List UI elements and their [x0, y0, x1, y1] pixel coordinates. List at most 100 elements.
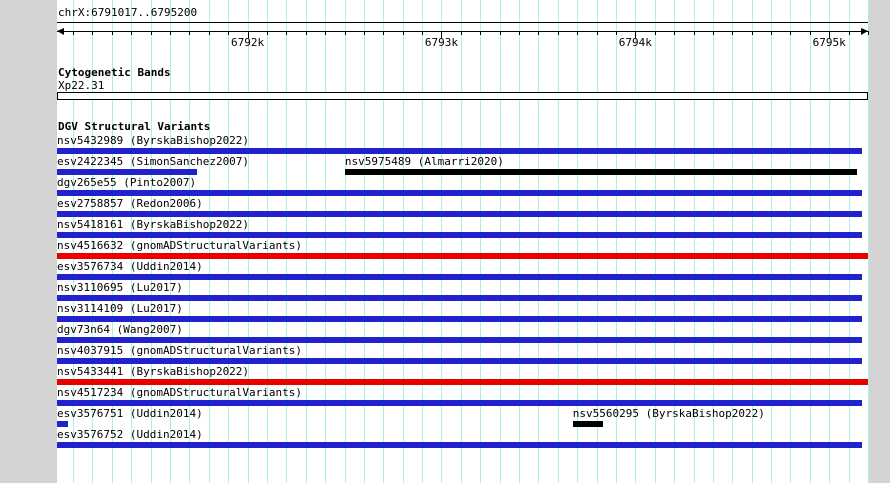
ruler-minor-tick: [615, 31, 617, 35]
ruler-minor-tick: [228, 31, 230, 35]
variant-bar[interactable]: [57, 421, 69, 427]
variant-label[interactable]: nsv5560295 (ByrskaBishop2022): [572, 407, 765, 420]
variant-bar[interactable]: [57, 211, 863, 217]
gridline: [286, 0, 288, 483]
gridline: [460, 0, 462, 483]
variant-bar[interactable]: [57, 295, 863, 301]
variant-row: nsv5418161 (ByrskaBishop2022): [57, 218, 868, 239]
variant-label[interactable]: nsv3114109 (Lu2017): [57, 302, 183, 315]
ruler-tick-label: 6795k: [812, 36, 846, 49]
ruler-right-arrow-icon: [861, 28, 868, 35]
variant-row: dgv265e55 (Pinto2007): [57, 176, 868, 197]
variant-label[interactable]: nsv3110695 (Lu2017): [57, 281, 183, 294]
variant-label[interactable]: nsv4517234 (gnomADStructuralVariants): [57, 386, 303, 399]
variant-row: esv3576751 (Uddin2014) nsv5560295 (Byrska…: [57, 407, 868, 428]
ruler-minor-tick: [170, 31, 172, 35]
gridline: [771, 0, 773, 483]
gridline: [363, 0, 365, 483]
ruler-minor-tick: [868, 31, 869, 35]
variant-label[interactable]: esv2422345 (SimonSanchez2007): [57, 155, 250, 168]
variant-bar[interactable]: [57, 274, 863, 280]
gridline: [266, 0, 268, 483]
ruler-minor-tick: [402, 31, 404, 35]
ruler-minor-tick: [790, 31, 792, 35]
variant-label[interactable]: esv3576752 (Uddin2014): [57, 428, 203, 441]
variant-bar[interactable]: [57, 190, 863, 196]
gridline: [615, 0, 617, 483]
variant-bar[interactable]: [57, 253, 868, 259]
cytoband-bar[interactable]: [57, 92, 868, 100]
gridline: [344, 0, 346, 483]
variant-row: nsv4516632 (gnomADStructuralVariants): [57, 239, 868, 260]
variant-label[interactable]: nsv5975489 (Almarri2020): [344, 155, 504, 168]
variant-bar[interactable]: [57, 148, 863, 154]
ruler-minor-tick: [848, 31, 850, 35]
gridline: [868, 0, 869, 483]
ruler-minor-tick: [771, 31, 773, 35]
variant-row: nsv3110695 (Lu2017): [57, 281, 868, 302]
variant-label[interactable]: nsv4516632 (gnomADStructuralVariants): [57, 239, 303, 252]
variant-row: nsv4037915 (gnomADStructuralVariants): [57, 344, 868, 365]
variant-label[interactable]: nsv5418161 (ByrskaBishop2022): [57, 218, 250, 231]
variant-row: esv3576734 (Uddin2014): [57, 260, 868, 281]
ruler-major-tick: [829, 31, 831, 38]
variant-label[interactable]: esv3576734 (Uddin2014): [57, 260, 203, 273]
ruler-minor-tick: [654, 31, 656, 35]
gridline: [519, 0, 521, 483]
gridline: [732, 0, 734, 483]
variant-label[interactable]: esv3576751 (Uddin2014): [57, 407, 203, 420]
gridline: [131, 0, 133, 483]
gridline: [538, 0, 540, 483]
ruler-minor-tick: [809, 31, 811, 35]
ruler-minor-tick: [363, 31, 365, 35]
ruler-minor-tick: [712, 31, 714, 35]
ruler-minor-tick: [383, 31, 385, 35]
variant-row: esv3576752 (Uddin2014): [57, 428, 868, 449]
dgv-variant-rows: nsv5432989 (ByrskaBishop2022) esv2422345 …: [57, 134, 868, 449]
variant-bar[interactable]: [57, 442, 863, 448]
ruler-minor-tick: [73, 31, 75, 35]
variant-bar[interactable]: [344, 169, 857, 175]
ruler-minor-tick: [557, 31, 559, 35]
variant-bar[interactable]: [57, 316, 863, 322]
ruler-minor-tick: [732, 31, 734, 35]
variant-label[interactable]: nsv5432989 (ByrskaBishop2022): [57, 134, 250, 147]
gridline: [150, 0, 152, 483]
variant-bar[interactable]: [57, 169, 198, 175]
variant-row: nsv4517234 (gnomADStructuralVariants): [57, 386, 868, 407]
gridline: [557, 0, 559, 483]
gridline: [596, 0, 598, 483]
ruler-minor-tick: [131, 31, 133, 35]
variant-label[interactable]: nsv4037915 (gnomADStructuralVariants): [57, 344, 303, 357]
ruler-minor-tick: [150, 31, 152, 35]
ruler-minor-tick: [422, 31, 424, 35]
track-panel: chrX:6791017..6795200 6792k 6793k 6794k 679…: [57, 0, 869, 483]
gridline: [208, 0, 210, 483]
ruler-minor-tick: [674, 31, 676, 35]
variant-label[interactable]: dgv265e55 (Pinto2007): [57, 176, 197, 189]
variant-bar[interactable]: [57, 358, 863, 364]
variant-label[interactable]: dgv73n64 (Wang2007): [57, 323, 183, 336]
ruler-minor-tick: [208, 31, 210, 35]
gridline: [441, 0, 443, 483]
variant-row: esv2422345 (SimonSanchez2007) nsv5975489 …: [57, 155, 868, 176]
cytoband-label: Xp22.31: [58, 79, 105, 92]
variant-label[interactable]: nsv5433441 (ByrskaBishop2022): [57, 365, 250, 378]
gridline: [325, 0, 327, 483]
gridline: [848, 0, 850, 483]
variant-bar[interactable]: [57, 379, 868, 385]
variant-bar[interactable]: [572, 421, 603, 427]
variant-label[interactable]: esv2758857 (Redon2006): [57, 197, 203, 210]
gridline: [577, 0, 579, 483]
variant-bar[interactable]: [57, 337, 863, 343]
gridline: [247, 0, 249, 483]
ruler-minor-tick: [480, 31, 482, 35]
ruler-left-arrow-icon: [57, 28, 64, 35]
variant-bar[interactable]: [57, 400, 863, 406]
ruler-minor-tick: [305, 31, 307, 35]
variant-bar[interactable]: [57, 232, 863, 238]
variant-row: nsv5433441 (ByrskaBishop2022): [57, 365, 868, 386]
ruler-major-tick: [247, 31, 249, 38]
ruler-minor-tick: [111, 31, 113, 35]
